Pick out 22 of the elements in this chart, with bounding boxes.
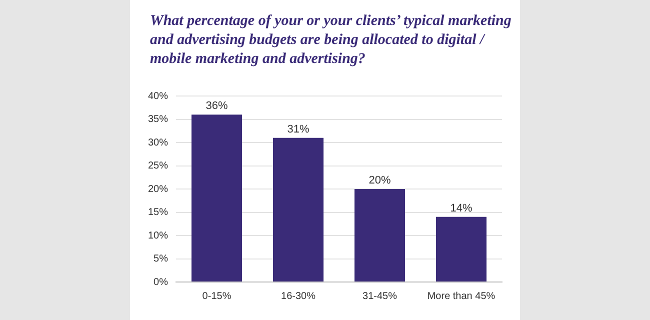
bar <box>192 114 242 282</box>
bar <box>436 216 487 282</box>
x-tick-label: More than 45% <box>427 290 496 302</box>
y-tick-label: 25% <box>148 160 168 172</box>
chart-title: What percentage of your or your clients’ typical marketing and advertising budgets are being allocated to digital / mobile marketing and advertising? <box>150 12 512 69</box>
data-label: 36% <box>206 100 228 112</box>
bar <box>354 189 406 282</box>
y-tick-label: 40% <box>148 90 168 102</box>
x-tick-label: 0-15% <box>202 290 232 302</box>
x-tick-label: 16-30% <box>281 290 316 302</box>
y-tick-label: 10% <box>148 230 168 242</box>
data-label: 14% <box>450 202 472 214</box>
x-tick-label: 31-45% <box>362 290 398 302</box>
y-tick-label: 20% <box>148 184 168 195</box>
data-label: 31% <box>287 123 310 136</box>
y-tick-label: 15% <box>148 207 168 218</box>
data-label: 20% <box>368 174 391 187</box>
y-tick-label: 35% <box>148 114 168 125</box>
y-tick-label: 30% <box>148 137 168 148</box>
y-tick-label: 0% <box>154 276 168 288</box>
bar <box>272 138 324 282</box>
y-tick-label: 5% <box>154 254 168 264</box>
